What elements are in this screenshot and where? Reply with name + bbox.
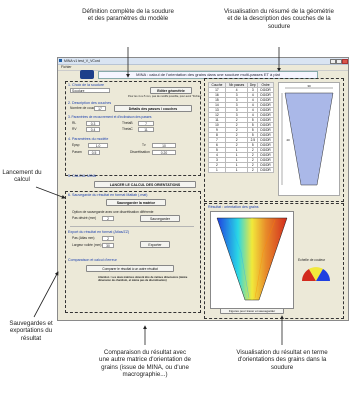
layers-table-body: 17 4 3 DG/DR 16 3 4 DG/DR 15 3 4 DG/DR 14 3 4 DG/DR 13 3 4… [208, 87, 274, 173]
width-input[interactable]: 30 [102, 243, 114, 248]
rl-input[interactable]: 0.3 [86, 121, 100, 126]
weld-definition-box [65, 81, 201, 176]
annotation-comparison: Comparaison du résultat avec une autre m… [99, 349, 191, 379]
geometry-summary-box [204, 78, 344, 202]
epsp-label: Epsp [72, 143, 80, 147]
mina-logo [80, 70, 94, 79]
geometry-note: Pour les 4 ou 5 mm, pas de modifs possib… [128, 95, 202, 98]
weld-chamfer-shape [284, 92, 334, 186]
grain-lines-left [228, 219, 250, 299]
section-layers: 2. Description des couches [68, 101, 112, 105]
rv-label: RV [72, 127, 77, 131]
weld-geometry-svg: 30 40 [281, 84, 334, 186]
menu-bar: Fichier [58, 65, 348, 71]
compare-button[interactable]: Comparer le résultat à un autre résultat [86, 265, 174, 272]
rl-label: RL [72, 121, 77, 125]
annotation-save-export: Sauvegardes et exportations du résultat [9, 320, 53, 342]
table-cell[interactable]: 1 [208, 167, 226, 173]
save-export-separator [70, 226, 194, 227]
save-export-box [65, 191, 201, 313]
figures-button[interactable]: Figures pour tracer et sauvegarder [220, 308, 284, 314]
section-overlap: 3. Paramètres de recouvrement et d'incli… [68, 115, 152, 119]
section-calcul: 5. CALCUL MINA [68, 174, 97, 178]
discretisation-label: Discrétisation [130, 150, 150, 154]
height-value: 40 [286, 138, 290, 142]
table-row: 1 1 2 DG/DR [208, 167, 274, 173]
thetab-input[interactable]: 7 [138, 121, 154, 126]
layers-table: Couche Nb passes Dep Ordre 17 4 3 DG/DR 16 3 4 DG/… [208, 82, 274, 173]
width-label: Largeur voilée (mm) [72, 243, 102, 247]
tv-label: Tv [142, 143, 146, 147]
save-option-label: Option de sauvegarde avec une discrétisa… [72, 210, 154, 214]
colorbar-label: Echelle de couleur [298, 258, 326, 262]
orientation-plot [210, 211, 294, 309]
top-width-value: 30 [307, 84, 311, 88]
layers-table-header: Couche Nb passes Dep Ordre [208, 82, 274, 88]
table-cell[interactable]: DG/DR [257, 167, 274, 173]
section-model-params: 4. Paramètres du modèle [68, 137, 109, 141]
discretisation-input[interactable]: 0.20 [152, 150, 176, 155]
export-button[interactable]: Exporter [140, 241, 170, 248]
thetac-input[interactable]: 11 [138, 127, 154, 132]
grain-lines-right [254, 219, 276, 299]
annotation-result-visualisation: Visualisation du résultat en terme d'ori… [236, 349, 328, 371]
passes-details-button[interactable]: Détails des passes / couches [114, 105, 192, 112]
layers-count-input[interactable]: 17 [94, 106, 106, 111]
table-cell[interactable]: 1 [224, 167, 249, 173]
save-matrix-button[interactable]: Sauvegarder la matrice [106, 199, 166, 206]
section-save-matlab: 6. Sauvegarde du résultat en format Matl… [68, 193, 148, 197]
app-icon [59, 59, 62, 62]
launch-calculation-button[interactable]: LANCER LE CALCUL DES ORIENTATIONS [94, 181, 196, 188]
layers-count-label: Nombre de couches [70, 106, 100, 110]
result-box [204, 203, 344, 319]
section-comparison: Comparaison et calcul d'erreur [68, 258, 117, 262]
tv-input[interactable]: 10 [152, 143, 176, 148]
maximize-button[interactable] [336, 59, 342, 64]
param-label: Param [72, 150, 82, 154]
annotation-geometry-summary: Visualisation du résumé de la géométrie … [224, 8, 334, 30]
step-input[interactable]: 2 [102, 216, 114, 221]
step2-label: Pas (Atlas mm) [72, 236, 95, 240]
window-title: MINA v1 test_V_VCord [64, 59, 100, 63]
weld-geometry-plot: 30 40 [278, 82, 340, 196]
edit-geometry-button[interactable]: Editer géométrie [150, 87, 192, 94]
epsp-input[interactable]: 1.0 [88, 143, 108, 148]
annotation-weld-definition: Définition complète de la soudure et des… [82, 8, 174, 23]
table-row: 10 2 5 DG/DR [208, 122, 274, 128]
color-scale-wheel [302, 267, 330, 281]
arrow-save-export [33, 271, 59, 318]
weld-select[interactable]: Soudure [70, 88, 110, 93]
app-window: MINA v1 test_V_VCord Fichier MINA : calc… [57, 57, 349, 321]
annotation-launch: Lancement du calcul [2, 169, 42, 184]
save-alt-button[interactable]: Sauvegarder [140, 215, 180, 222]
menu-fichier[interactable]: Fichier [61, 65, 72, 69]
step-label: Pas désiré (mm) [72, 216, 97, 220]
rv-input[interactable]: 0.4 [86, 127, 100, 132]
table-cell[interactable]: 2 [247, 167, 259, 173]
minimize-button[interactable] [330, 59, 336, 64]
thetac-label: ThetaC [122, 127, 133, 131]
section-export: Export du résultat en format (Atlas/ZZ) [68, 230, 130, 234]
window-titlebar: MINA v1 test_V_VCord [58, 58, 348, 65]
orientation-map-svg [216, 217, 288, 301]
section-weld-choice: 1. Choix de la soudure [68, 83, 104, 87]
thetab-label: ThetaB [122, 121, 133, 125]
step2-input[interactable]: 2 [102, 236, 114, 241]
param-input[interactable]: 0.5 [88, 150, 100, 155]
close-button[interactable] [342, 59, 348, 64]
result-title: Résultat : orientation des grains [208, 205, 259, 209]
compare-note: Attention : Les deux matrices doivent êt… [98, 276, 188, 283]
